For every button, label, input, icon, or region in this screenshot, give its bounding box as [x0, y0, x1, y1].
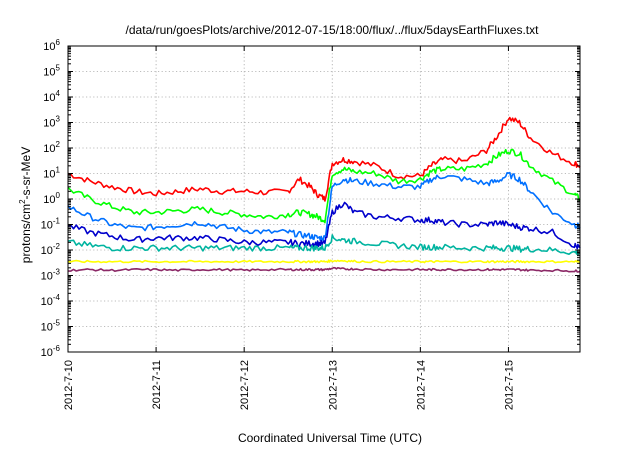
y-tick-exponent: -3	[53, 268, 61, 277]
x-axis-label: Coordinated Universal Time (UTC)	[238, 431, 422, 445]
y-tick-exponent: 0	[56, 191, 61, 200]
y-tick-label: 105	[43, 64, 60, 79]
y-tick-label: 106	[43, 38, 60, 53]
x-tick-label: 2012-7-11	[151, 360, 163, 409]
x-tick-label: 2012-7-14	[415, 360, 427, 410]
series-line-1	[67, 116, 581, 202]
series-line-2	[67, 148, 581, 224]
series-line-7	[68, 266, 581, 273]
y-tick-label: 101	[43, 166, 60, 181]
y-tick-label: 10-2	[41, 242, 61, 257]
y-tick-exponent: 1	[56, 166, 61, 175]
y-axis-label-unit: -s-sr-MeV	[19, 147, 33, 200]
y-axis-label-exponent: 2	[18, 199, 27, 204]
y-tick-base: 10	[41, 347, 53, 359]
y-tick-exponent: -4	[53, 293, 61, 302]
y-tick-label: 10-6	[41, 344, 61, 359]
y-tick-label: 10-5	[41, 319, 61, 334]
chart-title: /data/run/goesPlots/archive/2012-07-15/1…	[126, 23, 540, 37]
y-tick-base: 10	[43, 194, 55, 206]
y-axis-label-main: protons/cm	[19, 204, 33, 263]
series-line-3	[67, 171, 581, 242]
y-tick-base: 10	[43, 118, 55, 130]
x-tick-label: 2012-7-15	[503, 360, 515, 410]
y-tick-base: 10	[41, 322, 53, 334]
series-line-4	[67, 201, 581, 250]
y-tick-base: 10	[41, 271, 53, 283]
y-tick-exponent: 6	[56, 38, 61, 47]
y-tick-base: 10	[43, 92, 55, 104]
series-line-5	[67, 234, 581, 256]
series-line-6	[67, 259, 581, 264]
y-tick-exponent: -1	[53, 217, 61, 226]
y-tick-base: 10	[41, 296, 53, 308]
y-tick-label: 103	[43, 115, 60, 130]
y-axis-label: protons/cm2-s-sr-MeV	[18, 147, 33, 263]
y-tick-base: 10	[43, 143, 55, 155]
y-tick-label: 10-1	[41, 217, 61, 232]
y-tick-exponent: 4	[56, 89, 61, 98]
y-tick-base: 10	[41, 220, 53, 232]
x-tick-label: 2012-7-10	[63, 360, 75, 410]
y-tick-base: 10	[43, 67, 55, 79]
y-tick-label: 104	[43, 89, 60, 104]
y-tick-label: 102	[43, 140, 60, 155]
y-tick-exponent: 3	[56, 115, 61, 124]
y-tick-exponent: -6	[53, 344, 61, 353]
y-tick-base: 10	[43, 169, 55, 181]
y-tick-base: 10	[41, 245, 53, 257]
y-tick-exponent: -5	[53, 319, 61, 328]
y-tick-exponent: -2	[53, 242, 61, 251]
plot-frame	[67, 45, 581, 353]
y-tick-label: 10-4	[41, 293, 61, 308]
y-tick-exponent: 5	[56, 64, 61, 73]
y-tick-label: 10-3	[41, 268, 61, 283]
x-tick-label: 2012-7-13	[327, 360, 339, 410]
y-tick-label: 100	[43, 191, 60, 206]
x-tick-label: 2012-7-12	[239, 360, 251, 410]
y-tick-base: 10	[43, 41, 55, 53]
series-group	[67, 116, 581, 273]
y-tick-exponent: 2	[56, 140, 61, 149]
